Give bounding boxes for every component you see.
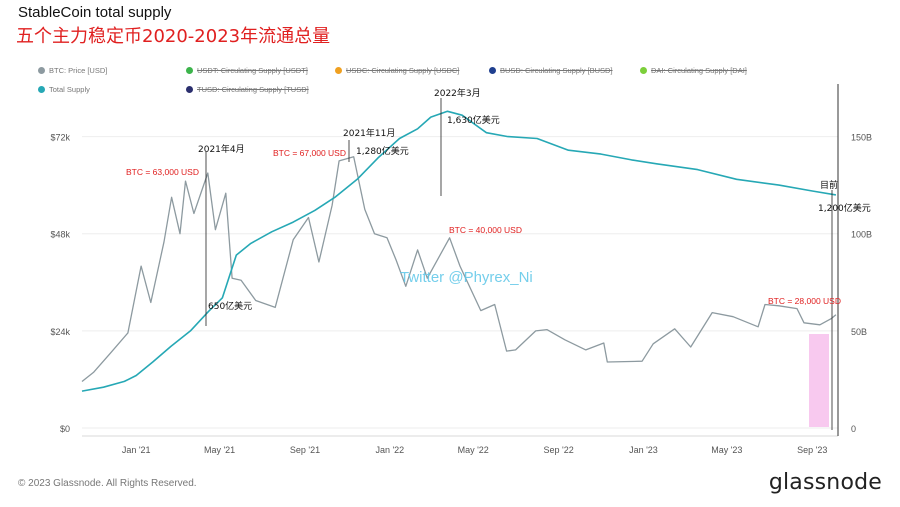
highlight-box bbox=[809, 334, 829, 427]
x-tick-label: Jan '22 bbox=[375, 445, 404, 455]
legend-item-busd[interactable]: BUSD: Circulating Supply [BUSD] bbox=[489, 66, 613, 75]
legend-dot-dai bbox=[640, 67, 647, 74]
legend-item-total-supply[interactable]: Total Supply bbox=[38, 85, 90, 94]
legend-dot-usdt bbox=[186, 67, 193, 74]
x-tick-label: May '23 bbox=[711, 445, 742, 455]
annotation-1200b: 1,200亿美元 bbox=[818, 202, 871, 214]
annotation-1280b: 1,280亿美元 bbox=[356, 145, 409, 157]
watermark-text: Twitter @Phyrex_Ni bbox=[400, 269, 533, 286]
x-tick-label: Jan '23 bbox=[629, 445, 658, 455]
legend-label-total: Total Supply bbox=[49, 85, 90, 94]
legend-dot-usdc bbox=[335, 67, 342, 74]
annotation-current: 目前 bbox=[820, 179, 838, 191]
copyright-footer: © 2023 Glassnode. All Rights Reserved. bbox=[18, 478, 197, 489]
x-tick-label: May '21 bbox=[204, 445, 235, 455]
total-supply-line bbox=[81, 110, 837, 392]
legend-dot-busd bbox=[489, 67, 496, 74]
x-tick-label: Jan '21 bbox=[122, 445, 151, 455]
glassnode-logo: glassnode bbox=[768, 470, 882, 495]
y-right-tick-label: 50B bbox=[851, 327, 867, 337]
y-right-tick-label: 0 bbox=[851, 424, 856, 434]
y-left-tick-label: $72k bbox=[50, 133, 70, 143]
y-left-tick-label: $24k bbox=[50, 327, 70, 337]
legend-item-dai[interactable]: DAI: Circulating Supply [DAI] bbox=[640, 66, 747, 75]
annotation-650b: 650亿美元 bbox=[208, 300, 252, 312]
chart-canvas: $0 $24k $48k $72k 0 50B 100B 150B Jan '21 May '21… bbox=[50, 84, 872, 455]
legend-item-usdt[interactable]: USDT: Circulating Supply [USDT] bbox=[186, 66, 308, 75]
annotation-btc-67000: BTC = 67,000 USD bbox=[273, 148, 346, 158]
legend-dot-total bbox=[38, 86, 45, 93]
y-left-tick-label: $0 bbox=[60, 424, 70, 434]
chart-legend: BTC: Price [USD] USDT: Circulating Suppl… bbox=[38, 66, 878, 102]
legend-dot-btc bbox=[38, 67, 45, 74]
annotation-btc-63000: BTC = 63,000 USD bbox=[126, 167, 199, 177]
legend-label-tusd: TUSD: Circulating Supply [TUSD] bbox=[197, 85, 309, 94]
legend-label-btc: BTC: Price [USD] bbox=[49, 66, 108, 75]
annotation-1630b: 1,630亿美元 bbox=[447, 114, 500, 126]
legend-label-usdt: USDT: Circulating Supply [USDT] bbox=[197, 66, 308, 75]
y-right-tick-label: 100B bbox=[851, 230, 872, 240]
legend-item-tusd[interactable]: TUSD: Circulating Supply [TUSD] bbox=[186, 85, 309, 94]
legend-dot-tusd bbox=[186, 86, 193, 93]
annotation-btc-28000: BTC = 28,000 USD bbox=[768, 296, 841, 306]
annotation-nov-2021: 2021年11月 bbox=[343, 127, 395, 139]
chart-title: StableCoin total supply bbox=[18, 4, 172, 21]
legend-label-dai: DAI: Circulating Supply [DAI] bbox=[651, 66, 747, 75]
legend-label-usdc: USDC: Circulating Supply [USDC] bbox=[346, 66, 460, 75]
legend-item-btc-price[interactable]: BTC: Price [USD] bbox=[38, 66, 107, 75]
x-tick-label: May '22 bbox=[458, 445, 489, 455]
chart-subtitle: 五个主力稳定币2020-2023年流通总量 bbox=[16, 26, 331, 47]
annotation-btc-40000: BTC = 40,000 USD bbox=[449, 225, 522, 235]
x-tick-label: Sep '22 bbox=[544, 445, 574, 455]
y-left-tick-label: $48k bbox=[50, 230, 70, 240]
x-tick-label: Sep '23 bbox=[797, 445, 827, 455]
y-right-tick-label: 150B bbox=[851, 133, 872, 143]
legend-label-busd: BUSD: Circulating Supply [BUSD] bbox=[500, 66, 613, 75]
btc-price-line bbox=[81, 156, 837, 383]
annotation-apr-2021: 2021年4月 bbox=[198, 143, 245, 155]
x-tick-label: Sep '21 bbox=[290, 445, 320, 455]
legend-item-usdc[interactable]: USDC: Circulating Supply [USDC] bbox=[335, 66, 459, 75]
annotation-mar-2022: 2022年3月 bbox=[434, 87, 481, 99]
